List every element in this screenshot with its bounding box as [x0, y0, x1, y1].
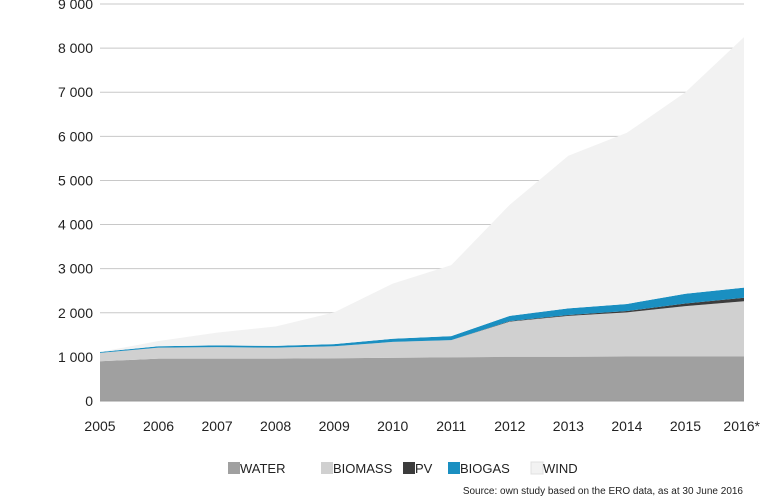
y-tick-label: 7 000 — [58, 84, 93, 100]
y-tick-label: 6 000 — [58, 128, 93, 144]
legend-label-water: WATER — [240, 461, 286, 476]
y-tick-label: 5 000 — [58, 172, 93, 188]
legend-label-biogas: BIOGAS — [460, 461, 510, 476]
y-tick-label: 0 — [85, 393, 93, 409]
legend-label-pv: PV — [415, 461, 433, 476]
legend-swatch-biomass — [321, 462, 333, 474]
area-biomass — [100, 301, 744, 362]
y-tick-label: 8 000 — [58, 40, 93, 56]
gridlines — [100, 3, 744, 358]
y-tick-label: 3 000 — [58, 261, 93, 277]
legend-swatch-pv — [403, 462, 415, 474]
y-tick-labels: 0 1 000 2 000 3 000 4 000 5 000 6 000 7 000 8 00… — [58, 0, 93, 409]
legend-swatch-wind — [530, 461, 544, 475]
source-note: Source: own study based on the ERO data,… — [463, 486, 744, 496]
legend-label-wind: WIND — [543, 461, 578, 476]
legend-swatch-water — [228, 462, 240, 474]
area-water — [100, 356, 744, 401]
y-tick-label: 1 000 — [58, 349, 93, 365]
x-tick-label: 2011 — [436, 418, 466, 434]
x-tick-label: 2007 — [202, 418, 233, 434]
x-tick-label: 2009 — [319, 418, 350, 434]
y-tick-label: 4 000 — [58, 217, 93, 233]
y-tick-label: 2 000 — [58, 305, 93, 321]
legend-label-biomass: BIOMASS — [333, 461, 393, 476]
series-areas — [100, 37, 744, 401]
area-biogas — [100, 287, 744, 353]
x-tick-labels: 2005 2006 2007 2008 2009 2010 2011 2012 2013 2014… — [84, 418, 760, 434]
x-tick-label: 2015 — [670, 418, 701, 434]
x-tick-label: 2014 — [611, 418, 642, 434]
x-tick-label: 2010 — [377, 418, 408, 434]
x-tick-label: 2006 — [143, 418, 174, 434]
x-tick-label: 2008 — [260, 418, 291, 434]
legend: WATER BIOMASS PV BIOGAS WIND — [228, 461, 578, 476]
legend-swatch-biogas — [448, 462, 460, 474]
area-wind — [100, 37, 744, 353]
x-tick-label: 2013 — [553, 418, 584, 434]
y-tick-label: 9 000 — [58, 0, 93, 12]
x-tick-label: 2012 — [494, 418, 525, 434]
x-tick-label: 2016* — [723, 418, 760, 434]
x-tick-label: 2005 — [84, 418, 115, 434]
